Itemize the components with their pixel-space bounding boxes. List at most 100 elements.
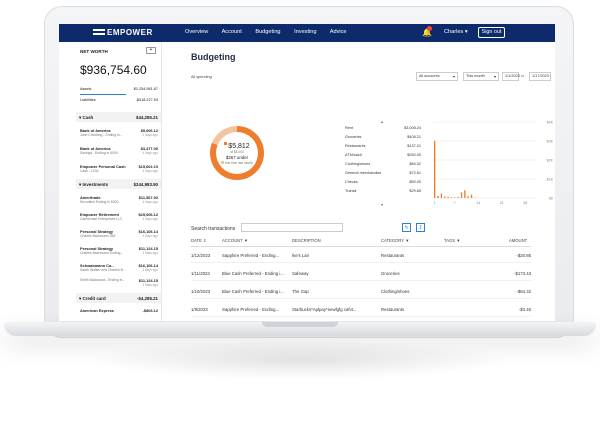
txn-amount: -$173.43 (514, 271, 531, 276)
assets-bar (80, 94, 126, 95)
account-item[interactable]: Personal Strategy Charles Bachmann IRA $… (80, 229, 158, 243)
account-time: 4 days ago (142, 200, 158, 204)
category-row[interactable]: Clothing/shoes $84.32 (345, 162, 421, 169)
category-row[interactable]: General merchandise $72.61 (345, 171, 421, 178)
account-sub: Charles Bachmann IRA (80, 234, 116, 238)
account-value: $15,602.10 (138, 164, 158, 169)
liabilities-value: -$318,227.93 (135, 98, 158, 102)
account-item[interactable]: Schwabmann Ca... Sarah Walker and Charle… (80, 263, 158, 277)
section-credit-card[interactable]: ▾ Credit card -$4,285.21 (76, 293, 161, 303)
account-time: 4 days ago (142, 151, 158, 155)
category-row[interactable]: Restaurants $137.21 (345, 144, 421, 151)
account-item[interactable]: American Express -$803.12 (80, 308, 158, 321)
table-row[interactable]: 1/11/2023 Blue Cash Preferred - Ending i.… (191, 265, 531, 281)
account-item[interactable]: Empower Personal Cash Cash - 1234 $15,60… (80, 164, 158, 178)
user-name: Charles (444, 29, 464, 35)
notification-badge (427, 26, 432, 31)
download-icon[interactable]: ↧ (416, 223, 425, 232)
bar (457, 197, 459, 198)
account-item[interactable]: Bank of America John Checking - Ending i… (80, 128, 158, 142)
category-name: ATM/cash (345, 153, 362, 157)
account-item[interactable]: Personal Strategy Charles Bachmann Endin… (80, 246, 158, 260)
txn-amount: -$84.32 (516, 289, 531, 294)
add-account-button[interactable]: + (146, 47, 156, 54)
section-value: -$4,285.21 (137, 296, 158, 301)
account-time: 4 days ago (142, 251, 158, 255)
col-tags[interactable]: TAGS ▼ (444, 238, 460, 243)
category-name: Restaurants (345, 144, 366, 148)
col-amount[interactable]: AMOUNT (509, 238, 527, 243)
section-value: $44,285.21 (136, 115, 158, 120)
table-row[interactable]: 1/9/2023 Sapphire Preferred - Ending... St… (191, 301, 531, 317)
filter-icon: ▼ (456, 238, 461, 243)
category-row[interactable]: Checks $50.00 (345, 180, 421, 187)
table-row[interactable]: 1/12/2023 Sapphire Preferred - Ending... I… (191, 247, 531, 263)
bell-icon[interactable]: 🔔 (422, 28, 432, 37)
empower-logo[interactable]: EMPOWER (93, 28, 153, 37)
account-item[interactable]: Smith Backwood - Ending in... $11,124.15… (80, 278, 158, 292)
spent-dot-icon (224, 142, 228, 145)
category-row[interactable]: Rent $3,008.24 (345, 126, 421, 133)
date-from-input[interactable]: 1/1/2023 (502, 72, 520, 81)
section-investments[interactable]: ▾ Investments $244,983.50 (76, 179, 161, 189)
nav-advice[interactable]: Advice (329, 29, 347, 35)
col-category[interactable]: CATEGORY ▼ (381, 238, 409, 243)
section-cash[interactable]: ▾ Cash $44,285.21 (76, 112, 161, 122)
sort-icon: ⇕ (203, 238, 207, 243)
account-item[interactable]: Ameritrade Securities Ending in 6000 $11… (80, 195, 158, 209)
accounts-select[interactable]: All accounts ▾ (416, 72, 458, 81)
edit-icon[interactable]: ✎ (402, 223, 411, 232)
chevron-up-icon[interactable]: ▴ (381, 119, 384, 124)
bar (464, 190, 466, 198)
table-row[interactable]: 1/10/2023 Blue Cash Preferred - Ending i.… (191, 283, 531, 299)
x-tick-label: 7 (454, 201, 456, 205)
nav-account[interactable]: Account (221, 29, 242, 35)
assets-value: $1,254,981.67 (133, 87, 158, 91)
nav-overview[interactable]: Overview (185, 29, 209, 35)
assets-label: Assets (80, 87, 92, 91)
nav-investing[interactable]: Investing (294, 29, 317, 35)
account-time: 4 days ago (142, 169, 158, 173)
col-account[interactable]: ACCOUNT ▼ (222, 238, 248, 243)
sign-out-button[interactable]: Sign out (478, 27, 505, 38)
date-to-input[interactable]: 1/17/2023 (529, 72, 551, 81)
x-tick-label: 1 (434, 201, 436, 205)
account-value: -$803.12 (142, 308, 158, 313)
laptop-shadow (90, 340, 510, 380)
category-row[interactable]: ATM/cash $250.00 (345, 153, 421, 160)
account-name: Schwabmann Ca... (80, 263, 115, 268)
account-item[interactable]: Bank of America Savings - Ending in 6000… (80, 146, 158, 160)
txn-account: Sapphire Preferred - Ending... (222, 307, 280, 312)
search-input[interactable] (241, 223, 343, 232)
chevron-down-icon[interactable]: ▾ (381, 202, 384, 207)
account-time: 4 days ago (142, 283, 158, 287)
category-name: Checks (345, 180, 358, 184)
period-select[interactable]: This month ▾ (463, 72, 499, 81)
user-menu[interactable]: Charles ▾ (444, 29, 468, 35)
category-row[interactable]: Transit $29.65 (345, 189, 421, 196)
account-value: $25,006.12 (138, 212, 158, 217)
account-sub: Charles Bachmann Ending... (80, 251, 124, 255)
account-value: $9,006.12 (140, 128, 158, 133)
chevron-down-icon: ▾ (79, 182, 82, 187)
account-item[interactable]: Empower Retirement Carmichael Enterprise… (80, 212, 158, 226)
nav-items: Overview Account Budgeting Investing Adv… (185, 29, 359, 35)
account-time: 4 days ago (142, 217, 158, 221)
account-sub: Smith Backwood - Ending in... (80, 278, 126, 282)
txn-description: Safeway (292, 271, 309, 276)
col-label: DESCRIPTION (292, 238, 321, 243)
header-divider (191, 246, 531, 247)
ring-value: 5,812 (232, 143, 250, 150)
bar (434, 140, 436, 198)
account-value: $16,106.14 (138, 263, 158, 268)
col-label: DATE (191, 238, 202, 243)
col-description[interactable]: DESCRIPTION (292, 238, 321, 243)
category-row[interactable]: Groceries $408.21 (345, 135, 421, 142)
col-date[interactable]: DATE ⇕ (191, 238, 207, 243)
bar (470, 194, 473, 198)
ring-budget: of $8,000 (230, 150, 244, 154)
spending-filter-label: All spending (191, 75, 212, 79)
ring-under: $267 under (225, 155, 249, 160)
nav-budgeting[interactable]: Budgeting (255, 29, 281, 35)
